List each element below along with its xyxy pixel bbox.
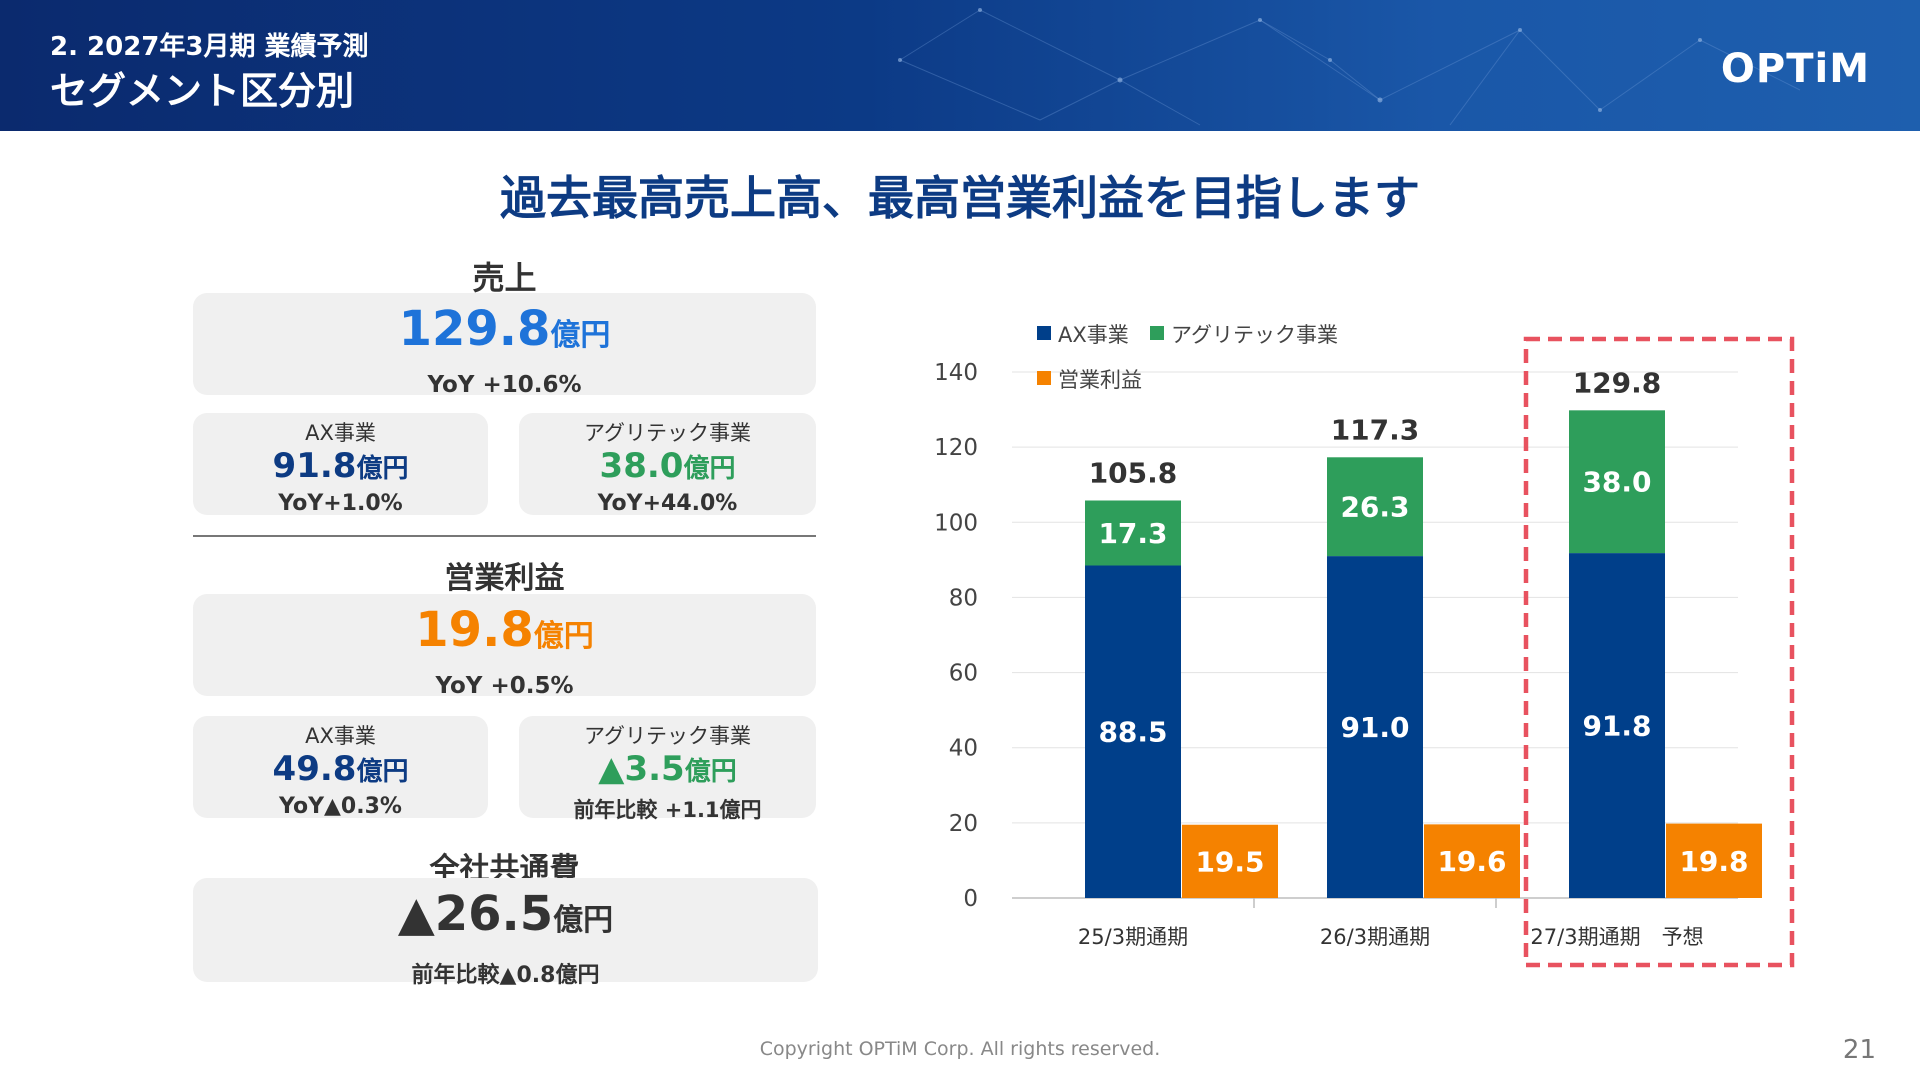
sales-yoy: YoY +10.6% (427, 372, 582, 398)
sales-card: 129.8億円 YoY +10.6% (193, 293, 816, 398)
data-label-total: 105.8 (1089, 456, 1178, 489)
profit-ax-label: AX事業 (305, 724, 376, 748)
bar-ax (1327, 556, 1423, 898)
legend-swatch-ax (1037, 326, 1051, 340)
sales-label: 売上 (472, 259, 537, 297)
y-tick-label: 80 (949, 585, 978, 611)
profit-ax-value: 49.8 (272, 749, 357, 789)
sales-agri-value: 38.0 (599, 446, 684, 486)
sales-ax-card: AX事業 91.8億円 YoY+1.0% (193, 413, 488, 516)
legend-label-ax: AX事業 (1058, 323, 1129, 347)
x-tick-label: 26/3期通期 (1320, 925, 1430, 949)
data-label-total: 117.3 (1331, 413, 1420, 446)
common-yoy: 前年比較▲0.8億円 (411, 963, 600, 988)
y-tick-label: 20 (949, 811, 978, 837)
optim-logo: OPTiM (1720, 46, 1870, 92)
profit-ax-yoy: YoY▲0.3% (279, 794, 402, 819)
profit-yoy: YoY +0.5% (435, 673, 574, 699)
profit-ax-unit: 億円 (356, 757, 409, 787)
profit-agri-value: ▲3.5 (598, 749, 685, 789)
common-unit: 億円 (553, 903, 614, 938)
x-tick-label: 25/3期通期 (1078, 925, 1188, 949)
profit-unit: 億円 (533, 619, 594, 654)
profit-agri-yoy: 前年比較 +1.1億円 (573, 798, 762, 822)
sales-agri-label: アグリテック事業 (584, 421, 751, 445)
profit-card: 19.8億円 YoY +0.5% (193, 594, 816, 699)
page-title: セグメント区分別 (50, 69, 355, 113)
sales-ax-unit: 億円 (356, 454, 409, 484)
data-label-ax: 88.5 (1098, 716, 1167, 749)
common-value: ▲26.5 (397, 886, 554, 942)
bar-profit (1666, 823, 1762, 898)
sales-unit: 億円 (550, 318, 611, 353)
data-label-agri: 26.3 (1340, 491, 1409, 524)
data-label-agri: 17.3 (1098, 517, 1167, 550)
legend-swatch-profit (1037, 371, 1051, 385)
headline: 過去最高売上高、最高営業利益を目指します (500, 171, 1420, 225)
sales-ax-label: AX事業 (305, 421, 376, 445)
sales-value: 129.8 (398, 301, 551, 357)
profit-agri-label: アグリテック事業 (584, 724, 751, 748)
y-tick-label: 40 (949, 736, 978, 762)
sales-ax-yoy: YoY+1.0% (278, 491, 403, 516)
legend-label-agri: アグリテック事業 (1171, 323, 1338, 347)
data-label-profit: 19.5 (1195, 845, 1264, 878)
page-number: 21 (1842, 1035, 1876, 1065)
bar-ax (1085, 565, 1181, 898)
section-title: 2. 2027年3月期 業績予測 (50, 32, 369, 62)
data-label-ax: 91.8 (1582, 710, 1651, 743)
y-tick-label: 120 (934, 435, 978, 461)
common-card: ▲26.5億円 前年比較▲0.8億円 (193, 878, 818, 988)
legend-label-profit: 営業利益 (1058, 368, 1142, 392)
sales-ax-value: 91.8 (272, 446, 357, 486)
legend-swatch-agri (1150, 326, 1164, 340)
profit-ax-card: AX事業 49.8億円 YoY▲0.3% (193, 716, 488, 819)
header-banner: 2. 2027年3月期 業績予測 セグメント区分別 OPTiM (0, 0, 1920, 131)
profit-agri-unit: 億円 (684, 757, 737, 787)
y-tick-label: 60 (949, 661, 978, 687)
data-label-ax: 91.0 (1340, 711, 1409, 744)
sales-agri-unit: 億円 (683, 454, 736, 484)
data-label-agri: 38.0 (1582, 466, 1651, 499)
data-label-profit: 19.6 (1437, 845, 1506, 878)
y-tick-label: 0 (963, 886, 978, 912)
bar-profit (1182, 824, 1278, 898)
forecast-highlight-box (1523, 336, 1795, 968)
data-label-profit: 19.8 (1679, 845, 1748, 878)
bar-agri (1085, 500, 1181, 566)
x-tick-label: 27/3期通期 予想 (1530, 925, 1703, 949)
profit-agri-card: アグリテック事業 ▲3.5億円 前年比較 +1.1億円 (519, 716, 816, 822)
section-divider (193, 535, 816, 537)
bar-profit (1424, 824, 1520, 898)
y-tick-label: 100 (934, 510, 978, 536)
bar-agri (1569, 410, 1665, 554)
profit-label: 営業利益 (444, 561, 565, 596)
sales-agri-yoy: YoY+44.0% (597, 491, 738, 516)
copyright: Copyright OPTiM Corp. All rights reserve… (759, 1038, 1161, 1060)
bar-agri (1327, 457, 1423, 557)
y-tick-label: 140 (934, 360, 978, 386)
network-pattern (898, 8, 1801, 126)
profit-value: 19.8 (415, 602, 534, 658)
data-label-total: 129.8 (1573, 366, 1662, 399)
sales-agri-card: アグリテック事業 38.0億円 YoY+44.0% (519, 413, 816, 516)
bar-ax (1569, 553, 1665, 898)
